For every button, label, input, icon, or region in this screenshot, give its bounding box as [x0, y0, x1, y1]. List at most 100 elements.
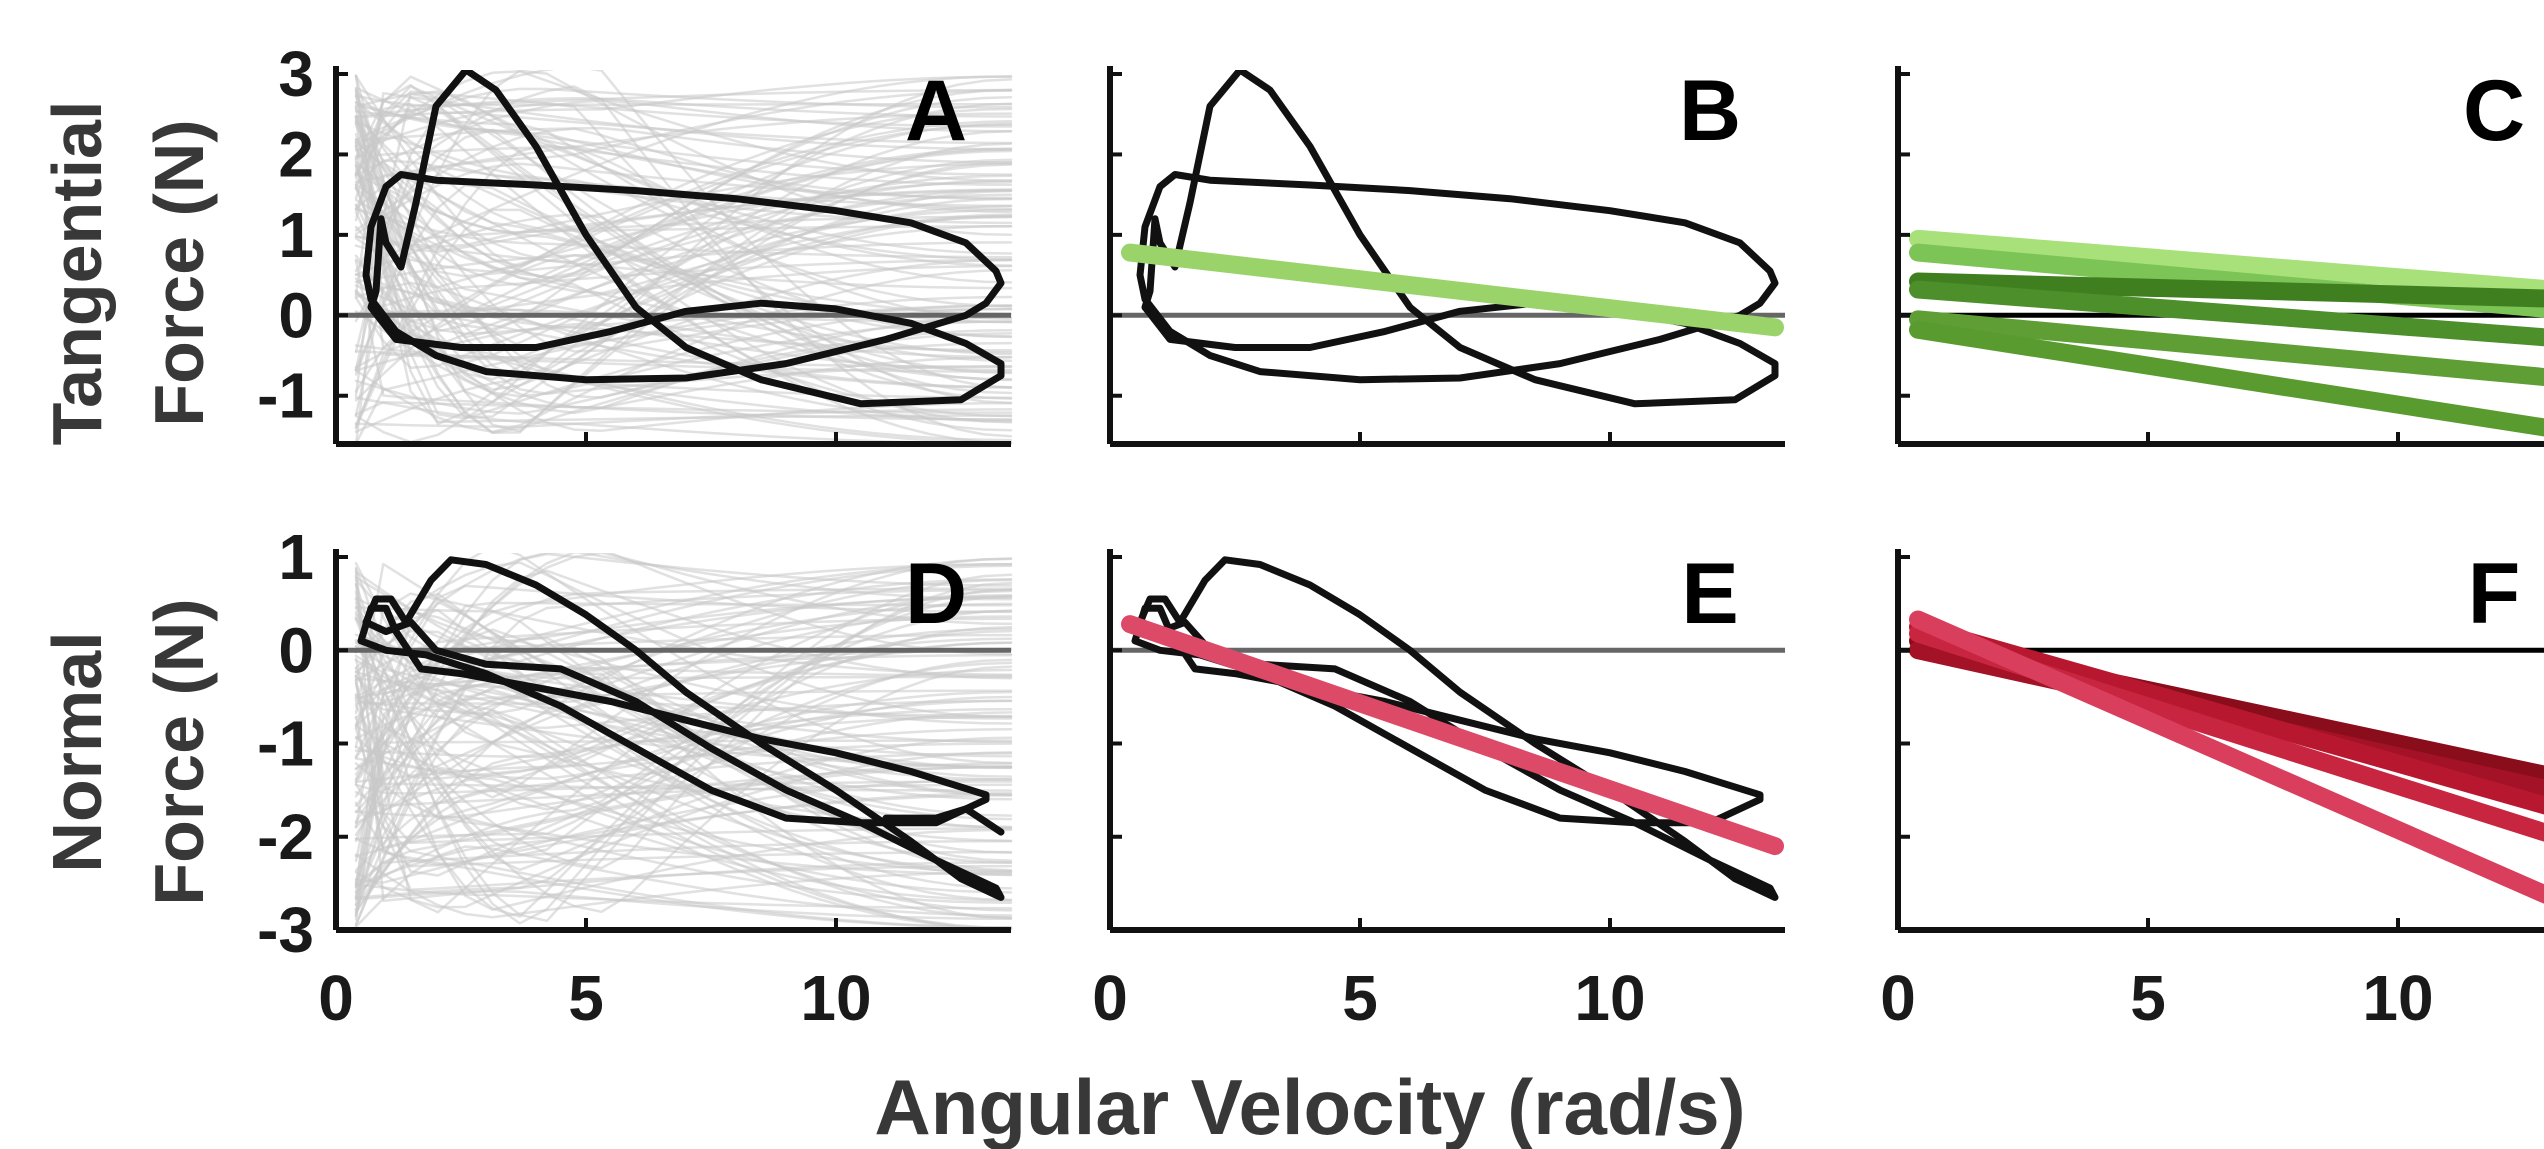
- background-trace-A-21: [354, 285, 1013, 417]
- background-trace-A-84: [354, 89, 1013, 233]
- background-trace-D-107: [354, 845, 1013, 928]
- fit-line-E-0: [1121, 615, 1784, 856]
- background-trace-A-104: [354, 259, 1013, 421]
- ytick-label-A-0: 3: [278, 38, 314, 110]
- fit-line-C-0: [1909, 229, 2544, 298]
- row-labels: Tangential Force (N) Normal Force (N): [38, 101, 218, 906]
- ytick-label-D-2: -1: [257, 708, 314, 780]
- background-trace-A-88: [354, 107, 1013, 350]
- background-trace-D-88: [354, 762, 1013, 876]
- background-trace-A-111: [354, 111, 1013, 354]
- background-trace-A-69: [354, 88, 1013, 284]
- background-trace-A-107: [354, 121, 1013, 426]
- background-trace-D-90: [354, 610, 1013, 931]
- background-trace-D-99: [354, 889, 1013, 921]
- background-trace-A-112: [354, 272, 1013, 352]
- panel-D: 10-1-2-30 5 10D: [257, 521, 1013, 1034]
- row1-ylabel-line1: Normal: [38, 631, 116, 872]
- series-D-1: [357, 604, 990, 827]
- background-trace-A-27: [354, 168, 1013, 254]
- series-D-0: [362, 556, 1005, 901]
- background-trace-A-117: [354, 140, 1013, 264]
- panel-letter-D: D: [905, 546, 967, 642]
- background-trace-D-32: [354, 593, 1013, 771]
- background-trace-A-116: [354, 123, 1013, 381]
- xtick-label-E-1: 5: [1342, 962, 1378, 1034]
- series-A-0: [367, 70, 1005, 408]
- background-trace-D-21: [354, 654, 1013, 729]
- background-trace-D-34: [354, 682, 1013, 912]
- series-E-1: [1131, 604, 1764, 827]
- background-trace-A-114: [354, 126, 1013, 164]
- fit-line-B-0: [1121, 243, 1784, 337]
- background-trace-D-67: [354, 645, 1013, 919]
- panel-letter-B: B: [1679, 63, 1741, 159]
- background-trace-D-29: [354, 699, 1013, 900]
- background-trace-D-100: [354, 676, 1013, 929]
- row1-ylabel-line2: Force (N): [140, 598, 218, 905]
- background-trace-A-113: [354, 120, 1013, 261]
- panel-letter-C: C: [2463, 63, 2525, 159]
- background-trace-A-79: [354, 295, 1013, 445]
- xtick-label-D-1: 5: [568, 962, 604, 1034]
- background-trace-A-119: [354, 127, 1013, 232]
- panel-letter-A: A: [905, 63, 967, 159]
- panel-E: 0 5 10 E: [1092, 546, 1785, 1034]
- background-trace-A-80: [354, 95, 1013, 382]
- background-trace-A-58: [354, 70, 1013, 389]
- background-trace-A-38: [354, 116, 1013, 359]
- background-trace-D-9: [354, 751, 1013, 909]
- background-trace-A-101: [354, 70, 1013, 182]
- plot-area-F: [1898, 610, 2544, 904]
- fit-line-C-2: [1909, 272, 2544, 308]
- panel-F: 0 5 10 F: [1880, 546, 2544, 1034]
- background-trace-D-98: [354, 590, 1013, 792]
- panel-letter-E: E: [1681, 546, 1738, 642]
- background-trace-D-73: [354, 629, 1013, 784]
- row0-ylabel-line1: Tangential: [38, 101, 116, 446]
- fit-line-C-3: [1909, 280, 2544, 347]
- panel-A: 3 2 1 0 -1 A: [257, 38, 1013, 447]
- background-trace-D-85: [354, 566, 1013, 872]
- background-trace-A-67: [354, 162, 1013, 236]
- ytick-label-A-4: -1: [257, 360, 314, 432]
- xtick-label-E-2: 10: [1574, 962, 1645, 1034]
- background-trace-A-45: [354, 197, 1013, 381]
- background-trace-D-101: [354, 553, 1013, 674]
- background-trace-A-103: [354, 203, 1013, 278]
- background-trace-A-118: [354, 353, 1013, 430]
- series-B-0: [1141, 70, 1779, 408]
- plot-area-C: [1898, 229, 2544, 437]
- panel-B: B: [1107, 63, 1785, 447]
- xtick-label-E-0: 0: [1092, 962, 1128, 1034]
- series-A-1: [362, 171, 1005, 384]
- ytick-label-A-2: 1: [278, 199, 314, 271]
- xtick-label-F-2: 10: [2362, 962, 2433, 1034]
- ytick-label-D-1: 0: [278, 614, 314, 686]
- background-trace-D-115: [354, 553, 1013, 776]
- plot-area-D: [336, 553, 1013, 931]
- fit-line-C-5: [1909, 320, 2544, 437]
- xtick-label-F-0: 0: [1880, 962, 1916, 1034]
- background-trace-A-102: [354, 145, 1013, 422]
- ytick-label-A-3: 0: [278, 279, 314, 351]
- background-trace-A-73: [354, 103, 1013, 211]
- background-trace-D-84: [354, 853, 1013, 919]
- plot-area-E: [1110, 556, 1785, 901]
- series-B-1: [1136, 171, 1779, 384]
- ytick-label-D-4: -3: [257, 894, 314, 966]
- background-trace-A-17: [354, 208, 1013, 259]
- background-trace-D-111: [354, 671, 1013, 902]
- background-trace-D-110: [354, 690, 1013, 849]
- background-trace-D-118: [354, 615, 1013, 784]
- ytick-label-A-1: 2: [278, 118, 314, 190]
- background-trace-A-44: [354, 75, 1013, 267]
- panel-C: C: [1895, 63, 2544, 447]
- background-trace-D-52: [354, 682, 1013, 907]
- plot-area-B: [1110, 70, 1785, 408]
- xtick-label-F-1: 5: [2130, 962, 2166, 1034]
- series-E-0: [1136, 556, 1779, 901]
- background-trace-D-94: [354, 745, 1013, 874]
